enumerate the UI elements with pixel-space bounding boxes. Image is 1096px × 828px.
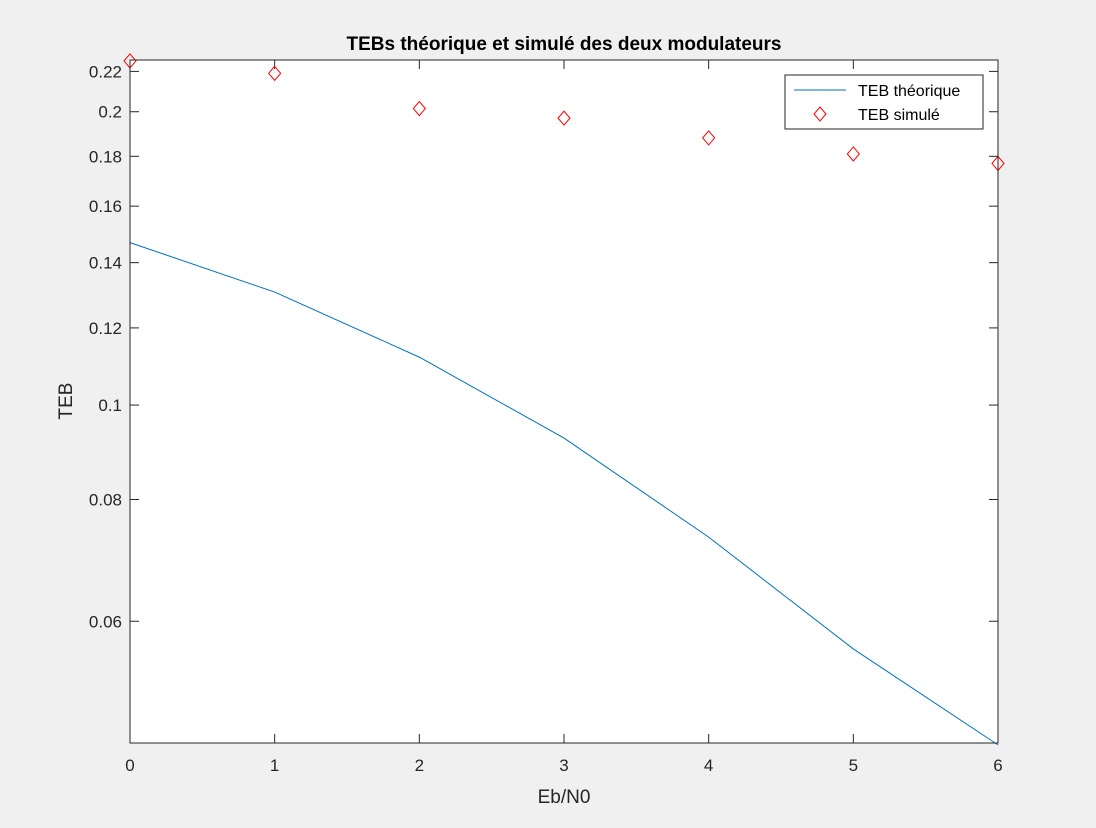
- y-tick-label: 0.2: [98, 103, 122, 122]
- legend-box: [784, 74, 984, 130]
- x-tick-label: 6: [993, 756, 1002, 775]
- x-tick-label: 0: [125, 756, 134, 775]
- axes-layer: 0 1 2 3 4 5 6 0.06 0.08 0.1 0.12 0.14 0.16 0.18 0.2 0.2…: [89, 60, 1003, 775]
- data-point-simule: [846, 146, 860, 162]
- y-tick-label: 0.18: [89, 147, 122, 166]
- series-layer: [123, 53, 1005, 746]
- data-point-simule: [412, 100, 426, 117]
- data-point-simule: [557, 110, 571, 126]
- data-point-simule: [702, 130, 716, 146]
- axes-box: [129, 59, 999, 744]
- series-line-theorique: [129, 242, 999, 746]
- x-tick-label: 1: [270, 756, 279, 775]
- x-axis-label: Eb/N0: [538, 787, 591, 808]
- x-tick-label: 2: [415, 756, 424, 775]
- data-point-simule: [268, 65, 282, 82]
- y-tick-label: 0.14: [89, 254, 122, 273]
- legend-entry-simule: TEB simulé: [858, 107, 940, 124]
- y-tick-label: 0.06: [89, 612, 122, 631]
- y-axis-label: TEB: [56, 383, 77, 420]
- x-tick-label: 3: [559, 756, 568, 775]
- legend-diamond-swatch: [813, 106, 827, 122]
- chart-title: TEBs théorique et simulé des deux modula…: [347, 34, 782, 55]
- y-tick-label: 0.22: [89, 62, 122, 81]
- legend-entry-theorique: TEB théorique: [858, 83, 960, 100]
- x-tick-label: 5: [849, 756, 858, 775]
- y-tick-label: 0.16: [89, 197, 122, 216]
- legend[interactable]: TEB théorique TEB simulé: [784, 74, 984, 130]
- y-tick-label: 0.08: [89, 491, 122, 510]
- axes-background: [130, 60, 998, 743]
- x-tick-label: 4: [704, 756, 713, 775]
- y-tick-label: 0.1: [98, 396, 122, 415]
- y-tick-label: 0.12: [89, 319, 122, 338]
